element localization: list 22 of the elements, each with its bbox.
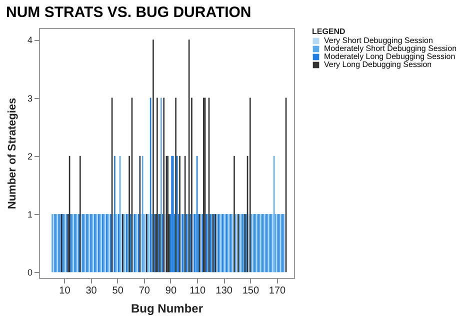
y-tick-label: 2	[27, 151, 32, 162]
x-tick-label: 10	[59, 286, 71, 296]
x-tick-label: 110	[190, 286, 206, 296]
legend-label: Very Short Debugging Session	[324, 36, 433, 45]
legend-label: Moderately Short Debugging Session	[324, 44, 457, 53]
x-tick-label: 70	[138, 286, 150, 296]
x-tick-label: 50	[112, 286, 124, 296]
x-tick-label: 150	[242, 286, 260, 296]
y-tick-label: 0	[27, 268, 32, 278]
y-axis-title: Number of Strategies	[6, 98, 18, 210]
x-tick-label: 130	[216, 286, 233, 296]
x-tick-label: 90	[165, 286, 177, 296]
x-tick-label: 170	[268, 286, 286, 296]
x-tick-label: 30	[86, 286, 98, 296]
legend-label: Very Long Debugging Session	[324, 60, 432, 69]
legend-label: Moderately Long Debugging Session	[324, 52, 456, 61]
y-tick-label: 1	[27, 210, 32, 220]
x-axis-title: Bug Number	[131, 302, 204, 316]
y-tick-label: 3	[27, 93, 32, 104]
y-tick-label: 4	[27, 35, 32, 46]
chart-title: NUM STRATS VS. BUG DURATION	[6, 4, 252, 21]
legend-title: LEGEND	[312, 27, 346, 36]
